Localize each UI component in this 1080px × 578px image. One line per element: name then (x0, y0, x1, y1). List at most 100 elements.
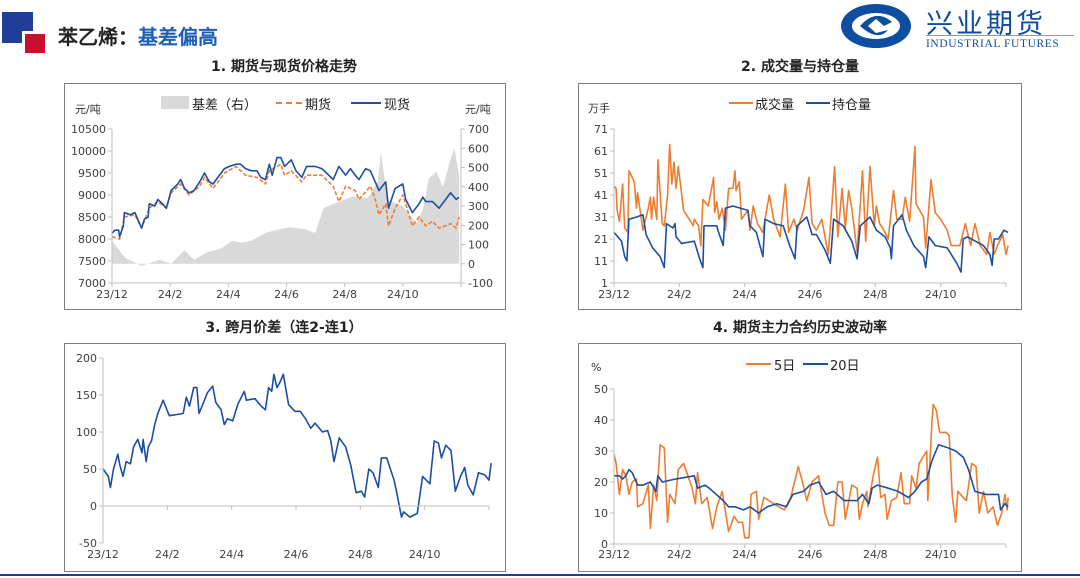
x-tick-label: 24/10 (925, 548, 957, 561)
x-tick-label: 24/2 (155, 548, 180, 561)
x-tick-label: 24/10 (925, 288, 957, 301)
logo-emblem-icon (841, 4, 911, 48)
chart-1-title: 1. 期货与现货价格走势 (211, 59, 357, 75)
company-logo: 兴业期货 INDUSTRIAL FUTURES (838, 2, 1078, 52)
y-tick-label: 100 (76, 426, 97, 439)
series-line-0 (613, 143, 1009, 256)
y-right-tick-label: 500 (468, 162, 489, 175)
legend-label-volume: 成交量 (755, 98, 795, 113)
x-tick-label: 24/8 (348, 548, 373, 561)
x-tick-label: 24/4 (219, 548, 244, 561)
page-title: 苯乙烯：基差偏高 (58, 21, 218, 50)
chart-volume-panel: 1 11 21 31 41 51 61 71 23/12 24/2 24/4 24/6 24/8 24/1… (578, 83, 1022, 310)
y-right-tick-label: -100 (468, 277, 493, 290)
y-tick-label: 41 (594, 189, 608, 202)
y-axis-left-unit: 元/吨 (75, 103, 101, 116)
y-tick-label: 10000 (71, 145, 106, 158)
x-tick-label: 24/8 (332, 288, 357, 301)
legend-label-open-interest: 持仓量 (832, 98, 872, 113)
y-tick-label: 0 (601, 538, 608, 551)
x-tick-label: 24/4 (216, 288, 241, 301)
y-axis-right-unit: 元/吨 (465, 103, 491, 116)
x-tick-label: 24/2 (667, 288, 692, 301)
x-tick-label: 24/6 (798, 548, 823, 561)
footer-divider (0, 574, 1080, 576)
x-tick-label: 24/10 (409, 548, 441, 561)
y-right-tick-label: 400 (468, 181, 489, 194)
y-tick-label: 30 (594, 445, 608, 458)
legend-swatch-volume (729, 102, 753, 104)
series-line-0 (613, 403, 1009, 539)
legend-swatch-open-interest (806, 102, 830, 104)
chart-price-svg: 7000 7500 8000 8500 9000 9500 10000 10500 -100 0 1… (71, 123, 493, 301)
legend-label-5d: 5日 (774, 359, 796, 374)
chart-volatility-svg: 0 10 20 30 40 50 23/12 24/2 24/4 24/6 24/8 24/10 (594, 383, 1009, 561)
y-tick-label: 71 (594, 123, 608, 136)
y-tick-label: 8500 (78, 211, 106, 224)
x-tick-label: 24/8 (863, 288, 888, 301)
y-tick-label: 50 (594, 383, 608, 396)
y-tick-label: 7500 (78, 255, 106, 268)
x-tick-label: 24/8 (863, 548, 888, 561)
chart-price-panel: 7000 7500 8000 8500 9000 9500 10000 10500 -100 0 1… (64, 83, 506, 310)
y-tick-label: 61 (594, 145, 608, 158)
y-tick-label: 10 (594, 507, 608, 520)
x-tick-label: 24/2 (667, 548, 692, 561)
chart-spread-panel: -50 0 50 100 150 200 23/12 24/2 24/4 24/6 24/8 24/1… (64, 343, 506, 572)
legend-swatch-5d (746, 363, 771, 365)
x-tick-label: 24/6 (284, 548, 309, 561)
x-tick-label: 24/6 (274, 288, 299, 301)
legend-label-spot: 现货 (384, 98, 411, 113)
chart-volatility-panel: 0 10 20 30 40 50 23/12 24/2 24/4 24/6 24/8 24/10 % … (578, 343, 1022, 572)
series-line-0 (102, 373, 492, 518)
y-right-tick-label: 200 (468, 219, 489, 232)
series-line-1 (614, 444, 1009, 514)
y-tick-label: 200 (76, 352, 97, 365)
legend-label-futures: 期货 (305, 98, 332, 113)
legend-swatch-spot (351, 102, 381, 104)
legend-swatch-futures (276, 102, 302, 104)
y-tick-label: 51 (594, 167, 608, 180)
y-tick-label: 7000 (78, 277, 106, 290)
y-tick-label: 8000 (78, 233, 106, 246)
y-tick-label: 40 (594, 414, 608, 427)
y-tick-label: 0 (90, 500, 97, 513)
y-tick-label: 21 (594, 233, 608, 246)
x-tick-label: 23/12 (96, 288, 128, 301)
y-right-tick-label: 0 (468, 258, 475, 271)
x-tick-label: 24/10 (387, 288, 419, 301)
page-title-prefix: 苯乙烯： (58, 25, 138, 49)
x-tick-label: 24/2 (158, 288, 183, 301)
logo-name-cn: 兴业期货 (926, 9, 1046, 40)
series-area-0 (112, 148, 460, 266)
legend-label-20d: 20日 (830, 359, 860, 374)
y-tick-label: 31 (594, 211, 608, 224)
y-right-tick-label: 300 (468, 200, 489, 213)
x-tick-label: 24/4 (732, 288, 757, 301)
series-line-1 (613, 205, 1009, 273)
y-right-tick-label: 600 (468, 142, 489, 155)
chart-4-title: 4. 期货主力合约历史波动率 (713, 320, 887, 336)
y-axis-unit: % (591, 361, 602, 374)
y-axis-unit: 万手 (588, 102, 610, 115)
y-tick-label: 20 (594, 476, 608, 489)
series-line-2 (111, 156, 460, 238)
chart-3-title: 3. 跨月价差（连2-连1） (205, 320, 363, 336)
logo-divider (926, 35, 1074, 36)
page-title-highlight: 基差偏高 (138, 25, 218, 49)
x-tick-label: 23/12 (87, 548, 119, 561)
series-line-1 (111, 163, 460, 240)
y-tick-label: 9000 (78, 189, 106, 202)
x-tick-label: 24/6 (798, 288, 823, 301)
brand-square-red (22, 31, 45, 53)
chart-spread-svg: -50 0 50 100 150 200 23/12 24/2 24/4 24/6 24/8 24/1… (76, 352, 492, 561)
y-right-tick-label: 100 (468, 239, 489, 252)
x-tick-label: 23/12 (598, 288, 630, 301)
x-tick-label: 24/4 (732, 548, 757, 561)
y-tick-label: 50 (83, 463, 97, 476)
y-right-tick-label: 700 (468, 123, 489, 136)
y-tick-label: 10500 (71, 123, 106, 136)
legend-swatch-20d (803, 363, 828, 365)
y-tick-label: -50 (79, 537, 97, 550)
